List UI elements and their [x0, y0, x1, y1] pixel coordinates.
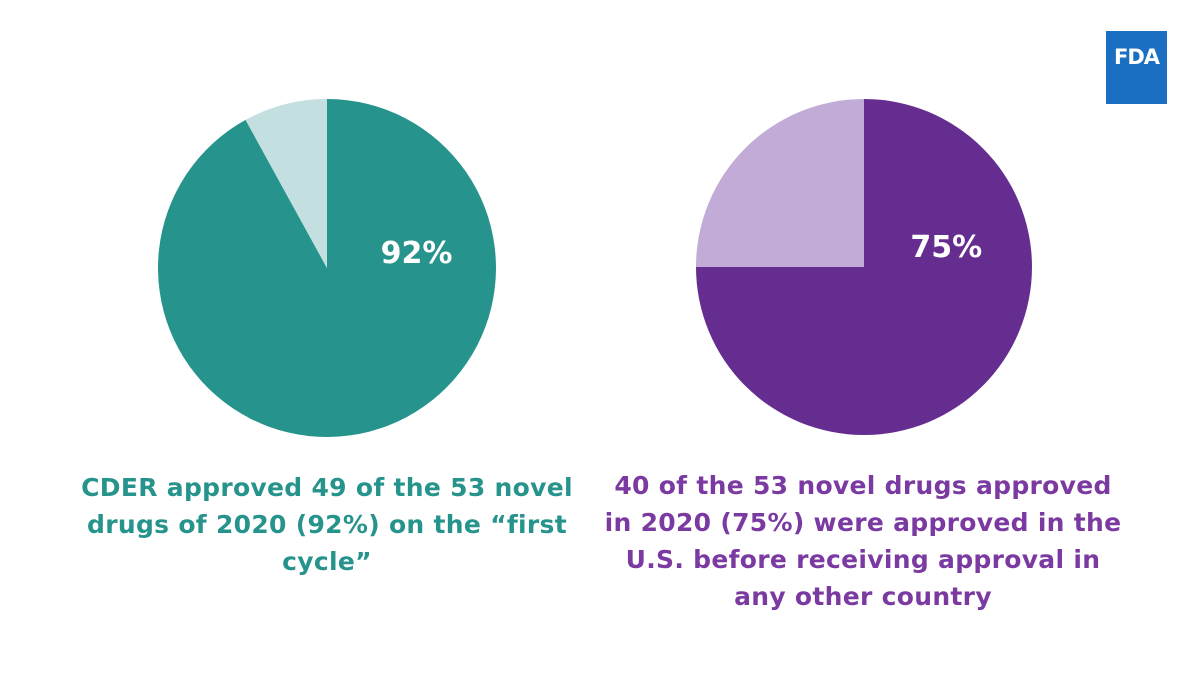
fda-logo-text: FDA: [1113, 45, 1160, 69]
pie-chart-first-cycle: 92%: [157, 99, 496, 438]
pie-data-label-1-0: 75%: [910, 230, 982, 265]
pie-slice-0-1: [245, 99, 327, 268]
pie-slice-1-1: [696, 99, 864, 267]
pie-caption-first-cycle: CDER approved 49 of the 53 novel drugs o…: [81, 473, 573, 576]
pie-caption-us-first-approval: 40 of the 53 novel drugs approved in 202…: [604, 471, 1122, 611]
pie-data-label-0-0: 92%: [381, 236, 453, 271]
fda-logo: FDA: [1106, 31, 1167, 104]
pie-chart-us-first-approval: 75%: [696, 99, 1032, 435]
pie-slice-0-0: [157, 99, 496, 438]
